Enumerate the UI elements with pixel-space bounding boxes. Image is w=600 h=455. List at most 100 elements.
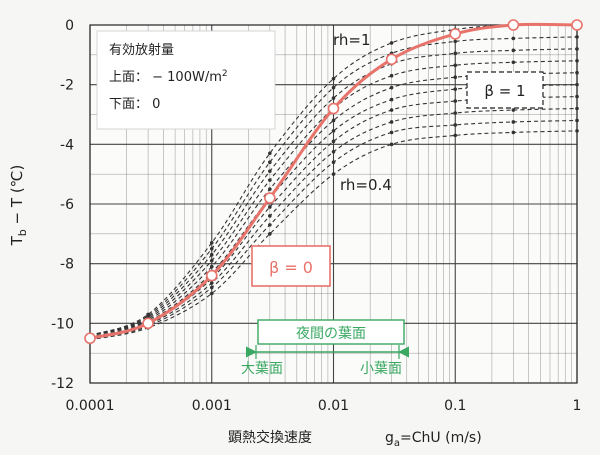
- data-point-dashed-3: [511, 48, 516, 53]
- legend-title: 有効放射量: [109, 42, 174, 58]
- data-point-dashed-8: [389, 120, 394, 124]
- x-tick-label: 1: [573, 398, 582, 414]
- data-point-dashed-10: [511, 130, 516, 135]
- annotation-rh1: rh=1: [333, 31, 371, 49]
- data-point-beta0: [571, 19, 583, 31]
- data-point-dashed-10: [575, 129, 579, 133]
- data-point-beta0: [264, 192, 276, 204]
- data-point-dashed-8: [268, 214, 272, 218]
- data-point-dashed-2: [209, 246, 214, 251]
- data-point-beta0: [205, 269, 218, 282]
- series-line-dashed-2: [89, 36, 578, 336]
- data-point-dashed-4: [268, 178, 272, 182]
- series-line-dashed-9: [89, 119, 578, 339]
- series-line-dashed-4: [89, 60, 578, 336]
- data-point-dashed-7: [268, 205, 272, 209]
- data-point-dashed-2: [268, 160, 272, 165]
- data-point-dashed-5: [331, 118, 336, 123]
- data-point-dashed-2: [453, 39, 458, 44]
- y-tick-label: -8: [60, 257, 74, 273]
- large-leaf-label: 大葉面: [241, 361, 283, 377]
- data-point-beta0: [142, 317, 154, 330]
- data-point-dashed-1: [268, 151, 272, 156]
- data-point-beta0: [449, 28, 462, 40]
- beta0-label: β = 0: [269, 258, 313, 277]
- x-tick-label: 0.1: [444, 398, 466, 414]
- data-point-dashed-8: [453, 111, 458, 115]
- x-axis-formula: ga=ChU (m/s): [385, 430, 482, 449]
- data-point-dashed-8: [209, 281, 214, 285]
- night-leaf-label: 夜間の葉面: [296, 326, 366, 342]
- data-point-dashed-4: [389, 73, 394, 78]
- data-point-dashed-9: [389, 130, 394, 135]
- small-leaf-label: 小葉面: [360, 361, 402, 377]
- data-point-dashed-6: [331, 129, 336, 133]
- data-point-beta0: [327, 102, 340, 115]
- data-point-dashed-9: [268, 223, 272, 227]
- data-point-dashed-6: [389, 97, 394, 102]
- data-point-dashed-9: [331, 160, 336, 165]
- x-tick-label: 0.0001: [66, 398, 115, 414]
- data-point-dashed-3: [575, 47, 579, 51]
- data-point-dashed-6: [453, 87, 458, 91]
- data-point-dashed-3: [268, 169, 272, 173]
- data-point-dashed-1: [389, 41, 394, 45]
- data-point-dashed-7: [389, 108, 394, 112]
- data-point-dashed-5: [268, 187, 272, 191]
- data-point-dashed-9: [453, 123, 458, 127]
- legend-upper-text: 上面： − 100W/m: [109, 70, 222, 85]
- y-tick-label: 0: [65, 18, 74, 34]
- data-point-dashed-8: [511, 108, 516, 112]
- plot-frame: [89, 24, 578, 384]
- y-title-rest: − T (℃): [8, 165, 26, 230]
- data-point-dashed-2: [511, 36, 516, 41]
- series-line-dashed-3: [89, 48, 578, 336]
- data-point-dashed-7: [575, 94, 579, 99]
- data-point-dashed-3: [209, 252, 214, 257]
- data-point-dashed-9: [209, 285, 214, 290]
- y-tick-label: -2: [60, 78, 74, 94]
- y-tick-label: -12: [51, 376, 74, 392]
- data-point-dashed-3: [331, 96, 336, 100]
- data-point-dashed-9: [511, 120, 516, 124]
- data-point-dashed-5: [453, 75, 458, 80]
- y-tick-label: -10: [51, 316, 74, 332]
- data-point-dashed-5: [209, 264, 214, 269]
- data-point-dashed-10: [268, 232, 272, 236]
- series-line-beta0: [89, 22, 578, 340]
- x-formula-rest: =ChU (m/s): [400, 430, 482, 446]
- data-point-dashed-6: [575, 82, 579, 87]
- data-point-dashed-4: [453, 63, 458, 68]
- x-axis-title: 顕熱交換速度: [228, 429, 312, 446]
- x-tick-label: 0.001: [192, 398, 232, 414]
- data-point-dashed-4: [209, 258, 214, 263]
- series-line-dashed-10: [89, 130, 578, 341]
- series-line-dashed-1: [89, 24, 578, 336]
- data-point-dashed-1: [331, 76, 336, 81]
- legend-upper-sup: 2: [222, 69, 228, 79]
- x-formula-sub: a: [394, 438, 400, 449]
- data-point-dashed-2: [331, 85, 336, 90]
- data-point-dashed-3: [453, 51, 458, 56]
- data-point-dashed-2: [575, 35, 579, 39]
- annotation-beta0: β = 0: [251, 245, 331, 287]
- beta1-label: β = 1: [484, 82, 525, 100]
- y-tick-label: -6: [60, 197, 74, 213]
- legend-line-lower: 下面： 0: [109, 97, 160, 112]
- y-axis-title: Tb − T (℃): [8, 165, 29, 247]
- data-point-dashed-5: [389, 85, 394, 90]
- x-formula-g: g: [385, 430, 394, 446]
- data-point-beta0: [385, 53, 398, 66]
- legend-box: 有効放射量 上面： − 100W/m2 下面： 0: [96, 30, 276, 130]
- y-title-t: T: [8, 235, 26, 246]
- data-point-beta0: [84, 332, 96, 345]
- data-point-dashed-4: [511, 60, 516, 65]
- data-point-dashed-1: [209, 240, 214, 245]
- y-tick-label: -4: [60, 137, 74, 153]
- legend-line-upper: 上面： − 100W/m2: [109, 69, 228, 85]
- annotation-beta1: β = 1: [466, 71, 544, 109]
- data-point-dashed-10: [331, 172, 336, 176]
- data-point-dashed-10: [453, 133, 458, 138]
